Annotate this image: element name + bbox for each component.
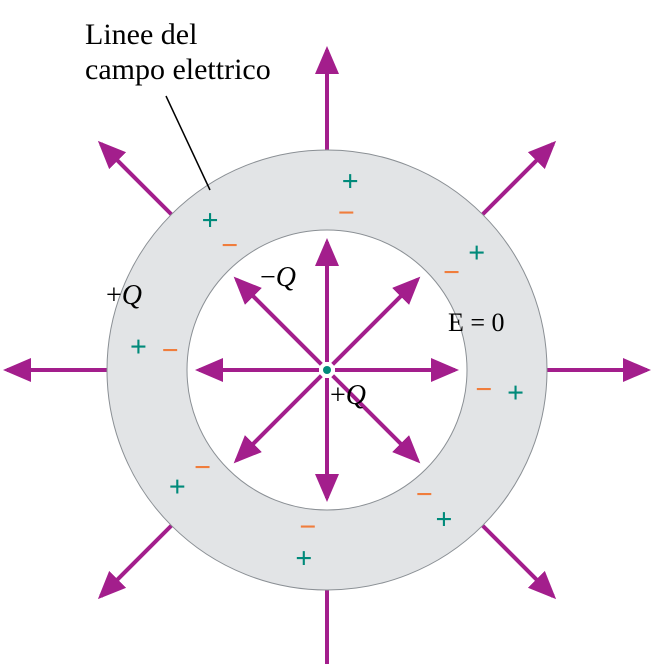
minus-charge-icon: − [416,478,433,511]
label-plusQ-outer: +Q [106,280,142,312]
title-label: Linee del campo elettrico [85,18,271,87]
plus-charge-icon: + [130,330,147,363]
center-charge-dot [323,366,331,374]
callout-line [166,96,210,190]
minus-charge-icon: − [194,451,211,484]
plus-charge-icon: + [468,237,485,270]
minus-charge-icon: − [162,334,179,367]
minus-charge-icon: − [221,229,238,262]
plus-charge-icon: + [201,204,218,237]
label-plusQ-center: +Q [330,380,366,412]
plus-charge-icon: + [169,470,186,503]
plus-charge-icon: + [342,165,359,198]
minus-charge-icon: − [475,373,492,406]
plus-charge-icon: + [435,503,452,536]
label-minusQ-inner: −Q [260,262,296,294]
label-E-zero: E = 0 [448,308,505,338]
minus-charge-icon: − [443,256,460,289]
minus-charge-icon: − [338,197,355,230]
plus-charge-icon: + [295,542,312,575]
minus-charge-icon: − [299,510,316,543]
diagram-stage: +−+−+−+−+−+−+−+− [0,0,654,664]
title-line-1: Linee del [85,18,271,53]
plus-charge-icon: + [507,377,524,410]
title-line-2: campo elettrico [85,53,271,88]
